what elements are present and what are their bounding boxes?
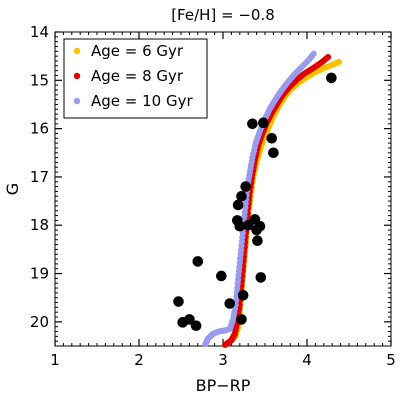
star-point [326,72,337,84]
star-point [190,320,202,332]
chart-title: [Fe/H] = −0.8 [171,6,275,24]
y-tick-label: 14 [30,23,49,41]
star-point [266,132,278,144]
legend-marker-8-gyr [73,72,81,80]
x-tick-label: 4 [302,351,312,369]
star-point [236,314,247,325]
star-point [224,298,236,309]
y-tick-label: 18 [30,216,49,234]
star-point [254,220,266,232]
isochrone-point [324,54,332,61]
star-point [236,190,247,202]
legend-label-10-gyr: Age = 10 Gyr [91,92,193,110]
y-axis-label: G [3,183,22,195]
legend: Age = 6 Gyr Age = 8 Gyr Age = 10 Gyr [63,38,208,119]
x-tick-label: 5 [386,351,396,369]
y-tick-label: 15 [30,71,49,89]
major-ticks: 1 2 3 4 5 14 15 16 17 18 19 20 [30,23,396,369]
star-point [252,235,263,246]
star-point [240,181,251,192]
legend-label-6-gyr: Age = 6 Gyr [91,42,184,60]
star-point [247,118,258,130]
star-point [255,272,267,283]
star-point [268,147,279,159]
y-tick-label: 20 [30,313,49,331]
legend-box [63,38,208,119]
star-point [237,289,249,301]
star-point [232,199,244,211]
minor-ticks [55,32,391,347]
legend-marker-6-gyr [73,47,81,55]
x-tick-label: 1 [50,351,60,369]
star-point [184,314,195,325]
y-tick-label: 17 [30,168,49,186]
star-point [216,270,227,282]
x-axis-label: BP−RP [196,376,251,395]
x-tick-label: 3 [218,351,228,369]
star-point [173,296,184,307]
y-tick-label: 16 [30,120,49,138]
observed-stars [173,72,337,332]
legend-label-8-gyr: Age = 8 Gyr [91,67,184,85]
star-point [192,256,204,267]
legend-marker-10-gyr [73,97,81,105]
isochrone-point [335,58,343,66]
y-tick-label: 19 [30,265,49,283]
star-point [258,117,269,129]
x-tick-label: 2 [134,351,144,369]
isochrone-point [310,50,317,57]
star-point [234,220,246,232]
